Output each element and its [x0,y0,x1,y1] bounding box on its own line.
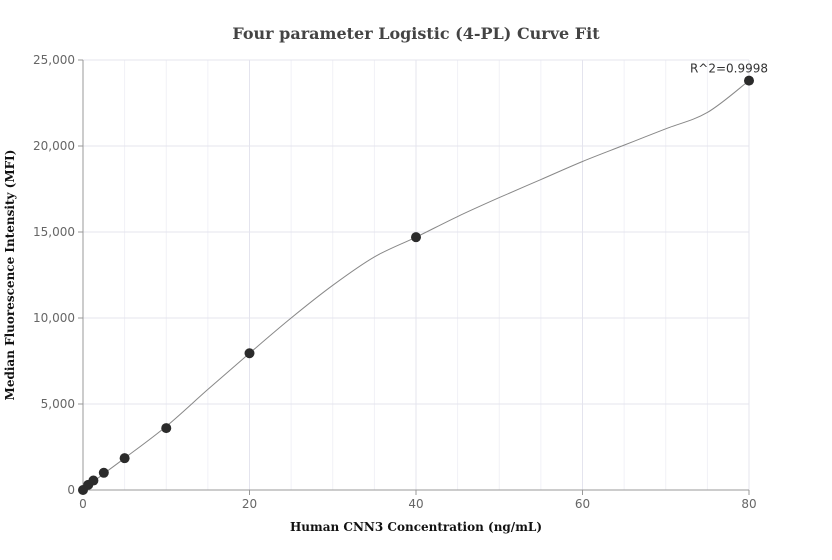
y-axis-label: Median Fluorescence Intensity (MFI) [3,150,17,401]
x-tick-label: 80 [741,497,756,511]
grid [83,59,750,490]
x-tick-label: 20 [242,497,257,511]
data-point [161,423,172,434]
axes [78,59,750,495]
y-tick-label: 10,000 [33,311,75,325]
data-point [244,348,255,359]
y-tick-label: 0 [67,483,75,497]
y-tick-label: 20,000 [33,139,75,153]
x-tick-label: 60 [575,497,590,511]
x-tick-label: 0 [79,497,87,511]
y-tick-label: 5,000 [41,397,75,411]
data-point [744,75,754,86]
chart-title: Four parameter Logistic (4-PL) Curve Fit [232,24,600,43]
r-squared-annotation: R^2=0.9998 [690,62,768,76]
data-point [119,453,130,464]
data-point [411,232,421,243]
x-tick-label: 40 [408,497,423,511]
y-tick-label: 25,000 [33,53,75,67]
y-tick-label: 15,000 [33,225,75,239]
data-points [78,75,754,495]
data-point [88,475,99,486]
data-point [98,467,109,478]
x-axis-label: Human CNN3 Concentration (ng/mL) [290,520,542,534]
tick-labels: 0 20 40 60 80 0 5,000 10,000 15,000 20,000 25,000 [33,53,757,511]
